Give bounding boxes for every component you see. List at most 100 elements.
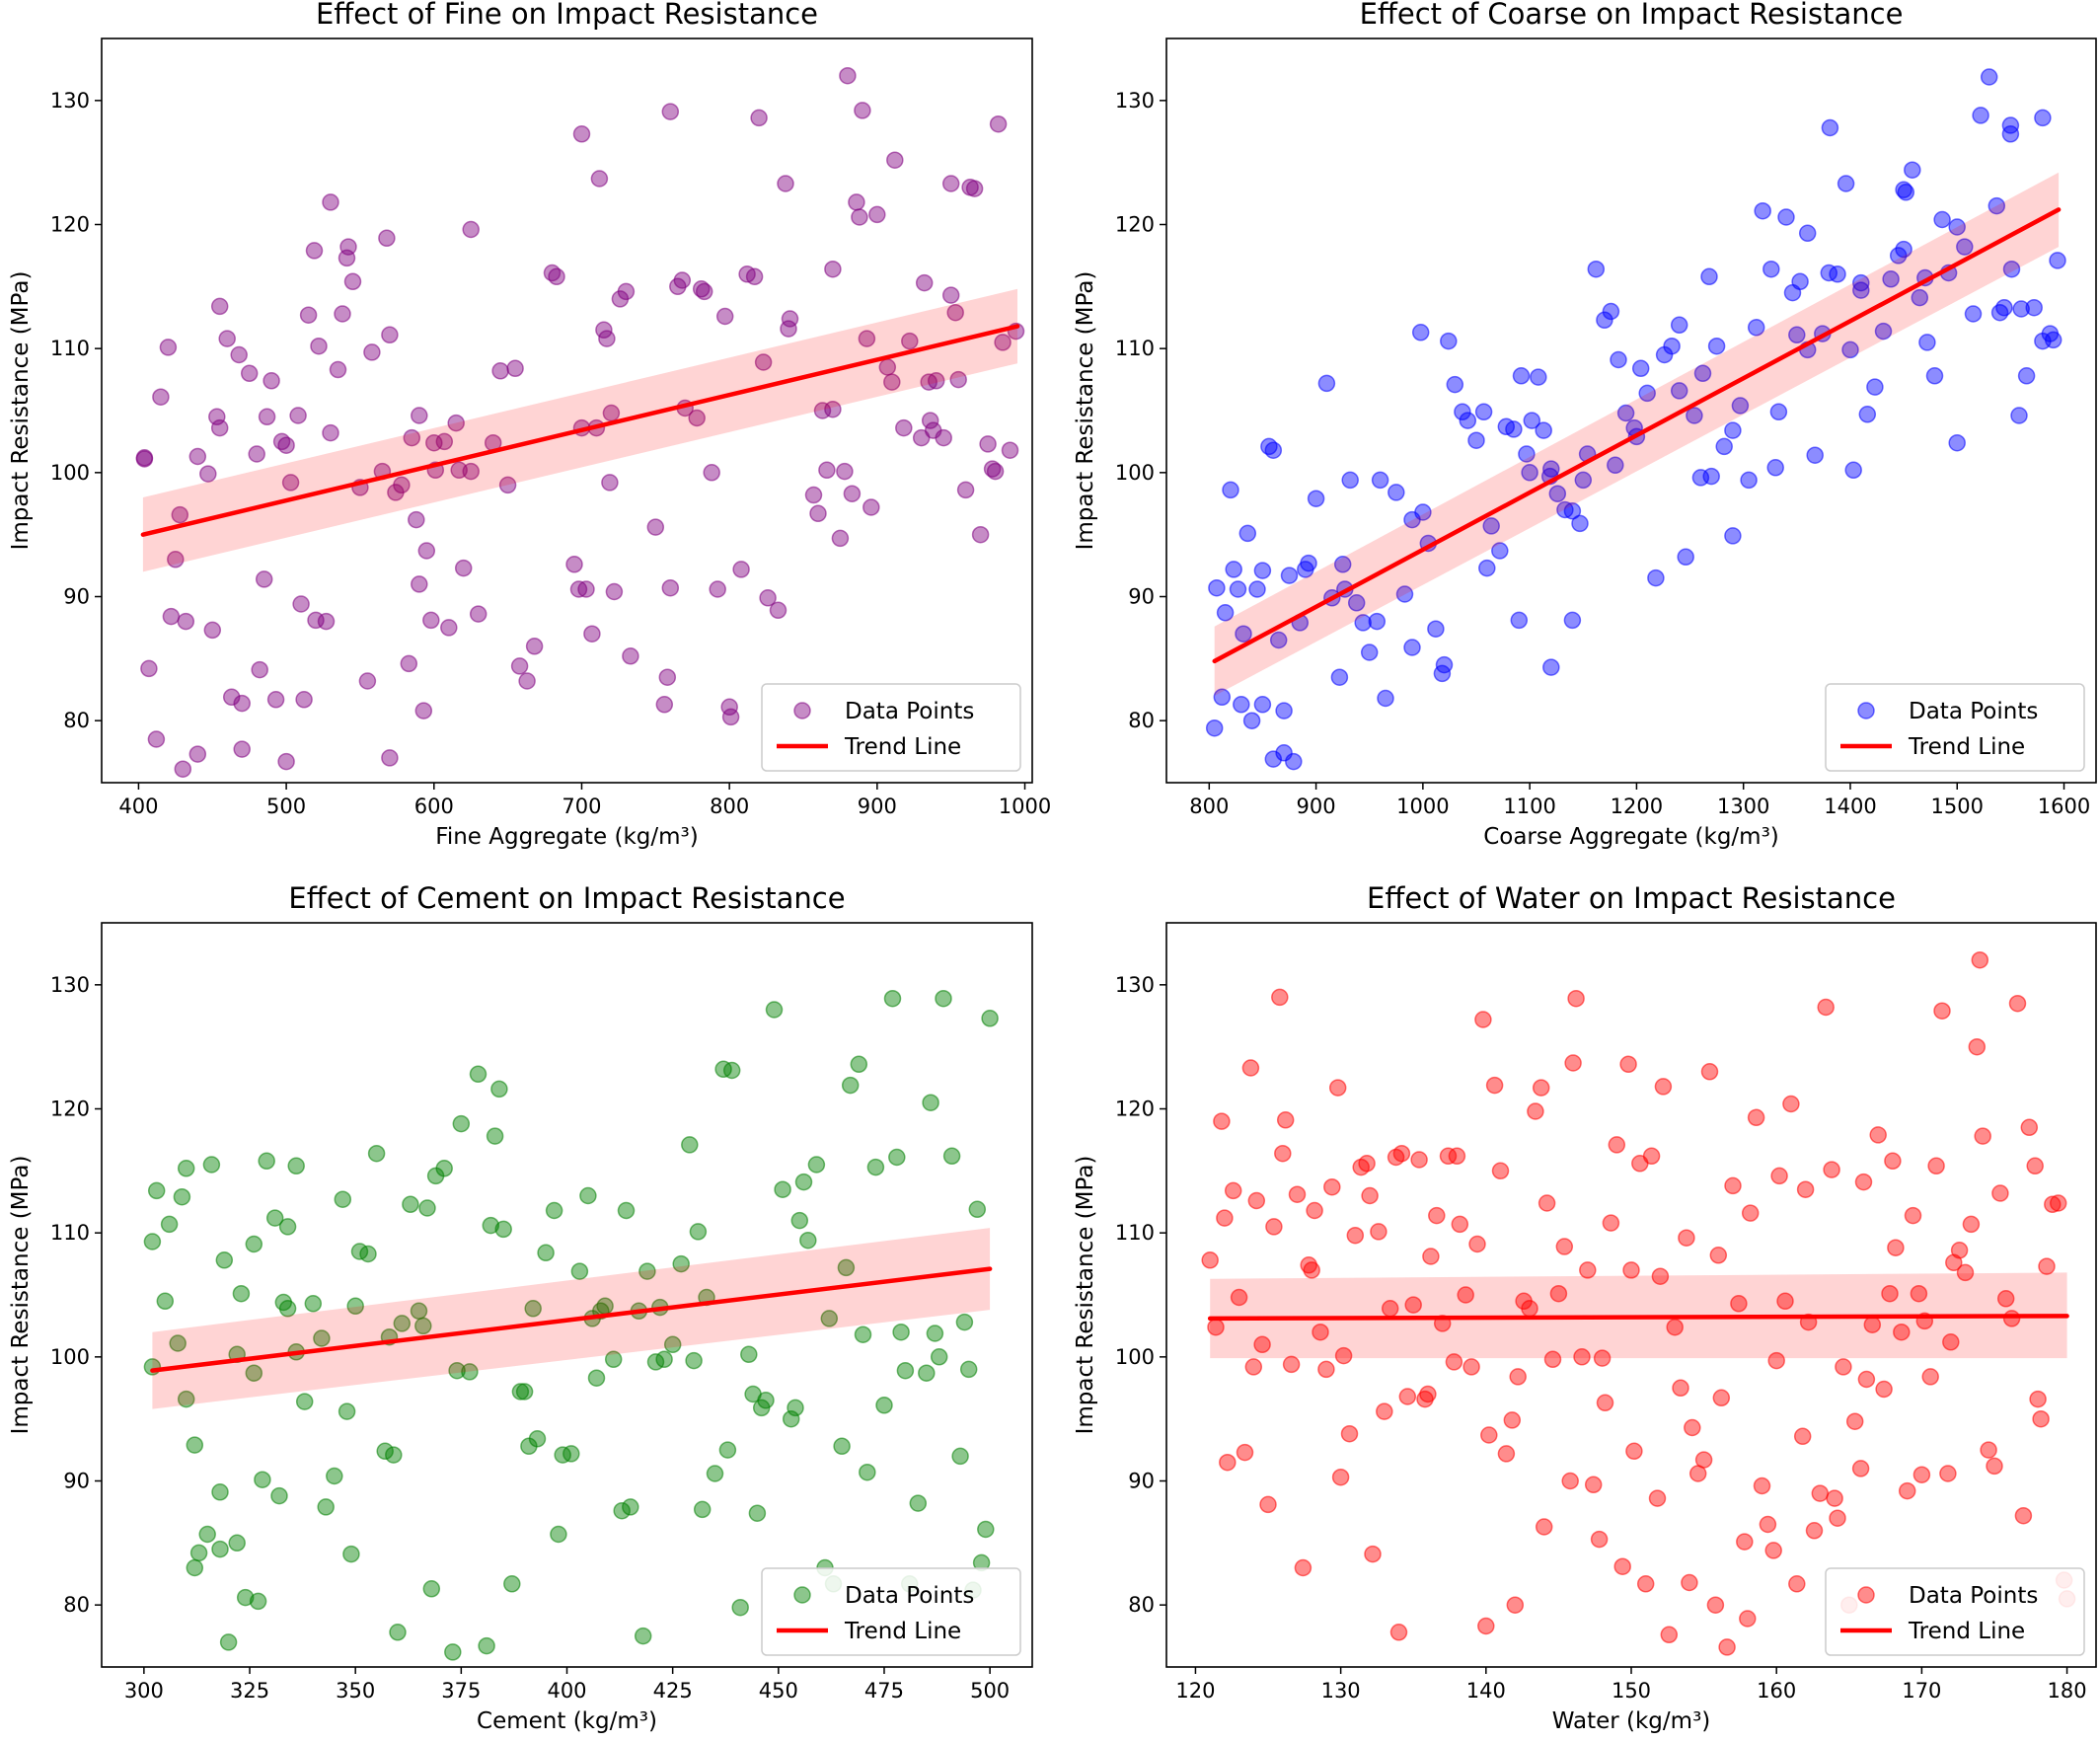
data-point [310,337,328,355]
data-point [1244,1358,1263,1376]
data-point [1590,1530,1609,1549]
data-point [706,1465,724,1482]
data-point [2032,1409,2050,1428]
data-point [1216,1209,1234,1227]
data-point [949,370,967,389]
data-point [663,1335,682,1354]
data-point [186,1436,204,1454]
data-point [1521,464,1538,482]
data-point [1285,752,1303,771]
data-point [491,362,509,380]
data-point [1253,696,1272,714]
data-point [162,607,181,626]
y-tick-label: 90 [1128,585,1155,609]
legend-box [761,1567,1021,1656]
x-tick-label: 325 [230,1679,269,1703]
data-point [1474,1011,1492,1028]
data-point [199,465,217,483]
data-point [638,1262,656,1280]
data-point [715,307,734,326]
data-point [1306,1201,1323,1220]
data-points [135,66,1025,778]
data-point [1925,367,1944,385]
data-point [299,306,318,324]
data-point [1631,359,1650,378]
data-point [202,1156,221,1174]
plot-area [102,38,1032,783]
data-point [598,330,616,347]
data-point [868,205,886,224]
trend-line [150,1266,993,1373]
legend-marker-points [793,702,811,720]
data-point [329,360,347,379]
data-point [346,1297,364,1316]
data-point [188,447,207,466]
data-point [1956,238,1974,256]
data-point [613,1501,631,1520]
data-point [787,1399,804,1417]
data-point [1288,1185,1307,1203]
data-point [1741,1204,1760,1222]
x-tick-label: 425 [653,1679,693,1703]
data-point [617,1201,636,1220]
data-point [135,450,154,468]
data-point [920,373,938,391]
data-point [1593,1349,1612,1367]
data-point [693,1500,712,1519]
data-point [1307,490,1325,507]
data-point [254,1471,271,1488]
data-point [400,654,418,673]
data-point [1225,561,1242,578]
data-point [393,1315,412,1332]
data-point [277,752,295,771]
data-point [989,114,1008,133]
data-point [1972,107,1989,124]
data-point [1887,1239,1905,1256]
data-point [1898,1481,1916,1500]
data-point [188,745,207,763]
data-point [1672,1379,1689,1398]
data-point [843,485,862,502]
y-tick-label: 100 [50,1345,90,1369]
plot-area [102,923,1032,1667]
data-point [147,730,166,748]
data-point [709,580,726,598]
data-point [1718,1638,1736,1656]
data-point [1323,1177,1341,1196]
y-tick-label: 110 [50,337,90,360]
data-point [1561,1472,1579,1490]
data-point [169,1334,187,1352]
data-point [1440,332,1458,350]
data-point [1712,1389,1731,1407]
data-point [2044,1195,2062,1214]
data-point [152,388,170,406]
data-point [732,561,750,578]
x-tick-label: 130 [1321,1679,1361,1703]
data-point [1248,580,1266,598]
data-point [156,1292,175,1311]
x-tick-label: 800 [710,795,749,818]
data-point [506,359,524,378]
data-point [265,1209,284,1227]
data-point [1274,1144,1292,1163]
x-tick-label: 800 [1189,795,1229,818]
data-point [1986,1457,2003,1476]
data-point [1684,1418,1701,1437]
legend: Data Points Trend Line [761,683,1021,772]
data-point [1806,446,1824,464]
data-point [794,1173,813,1191]
legend: Data Points Trend Line [1825,1567,2085,1656]
chart-fine-aggregate: 400 500 600 700 800 900 1000 80 90 100 110 120 130 Ef… [8,0,1051,850]
data-point [1647,568,1665,587]
data-point [1918,334,1936,351]
data-point [1651,1267,1670,1285]
data-point [1419,1385,1437,1403]
data-point [258,1152,275,1171]
data-point [886,151,904,169]
x-axis-label: Coarse Aggregate (kg/m³) [1483,824,1779,850]
data-point [211,1540,229,1558]
data-point [378,229,396,248]
data-point [956,481,975,499]
data-point [270,1486,288,1505]
data-point [218,330,236,347]
